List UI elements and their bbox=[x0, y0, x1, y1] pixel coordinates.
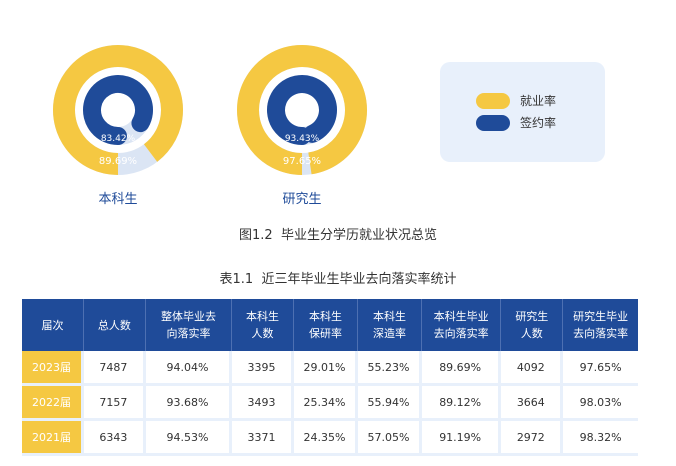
chart-legend: 就业率 签约率 bbox=[440, 62, 605, 162]
employment-rate-label: 89.69% bbox=[99, 156, 137, 167]
table-cell: 94.53% bbox=[145, 421, 233, 456]
table-cell: 89.69% bbox=[422, 351, 502, 386]
table-header-cell: 本科生 人数 bbox=[232, 299, 294, 351]
table-cell: 94.04% bbox=[145, 351, 233, 386]
legend-item-signing: 签约率 bbox=[476, 114, 556, 131]
legend-swatch-employment bbox=[476, 92, 510, 109]
table-cell: 3395 bbox=[232, 351, 294, 386]
donut-title-graduate: 研究生 bbox=[282, 192, 322, 207]
table-cell: 97.65% bbox=[563, 351, 638, 386]
employment-arc bbox=[237, 45, 367, 175]
table-cell-year: 2021届 bbox=[22, 421, 84, 456]
table-row: 2023届 7487 94.04% 3395 29.01% 55.23% 89.… bbox=[22, 351, 638, 386]
table-row: 2022届 7157 93.68% 3493 25.34% 55.94% 89.… bbox=[22, 386, 638, 421]
table-cell: 3493 bbox=[232, 386, 294, 421]
figure-caption: 图1.2 毕业生分学历就业状况总览 bbox=[239, 228, 437, 243]
signing-rate-label: 83.42% bbox=[101, 134, 136, 144]
table-header-cell: 研究生毕业 去向落实率 bbox=[563, 299, 638, 351]
table-header-cell: 研究生 人数 bbox=[501, 299, 564, 351]
signing-rate-label: 93.43% bbox=[285, 134, 320, 144]
employment-rate-label: 97.65% bbox=[283, 156, 321, 167]
table-header-row: 届次 总人数 整体毕业去 向落实率 本科生 人数 本科生 保研率 本科生 深造率… bbox=[22, 299, 638, 351]
donut-svg-graduate: 93.43% 97.65% bbox=[237, 45, 367, 175]
table-cell: 4092 bbox=[501, 351, 564, 386]
table-header-cell: 届次 bbox=[22, 299, 84, 351]
table-cell: 3664 bbox=[501, 386, 564, 421]
table-cell: 2972 bbox=[501, 421, 564, 456]
table-cell: 55.23% bbox=[357, 351, 422, 386]
donut-chart-graduate: 93.43% 97.65% bbox=[232, 40, 372, 180]
table-cell: 98.32% bbox=[563, 421, 638, 456]
table-header-cell: 本科生 深造率 bbox=[357, 299, 422, 351]
signing-arc bbox=[267, 75, 337, 145]
statistics-table: 届次 总人数 整体毕业去 向落实率 本科生 人数 本科生 保研率 本科生 深造率… bbox=[22, 299, 638, 456]
table-cell: 3371 bbox=[232, 421, 294, 456]
donut-title-undergraduate: 本科生 bbox=[98, 192, 138, 207]
table-cell: 7157 bbox=[83, 386, 146, 421]
table-cell: 98.03% bbox=[563, 386, 638, 421]
table-cell: 29.01% bbox=[293, 351, 358, 386]
legend-label-signing: 签约率 bbox=[520, 116, 557, 130]
table-cell-year: 2023届 bbox=[22, 351, 84, 386]
table-cell: 89.12% bbox=[422, 386, 502, 421]
table-header-cell: 整体毕业去 向落实率 bbox=[145, 299, 233, 351]
donut-chart-undergraduate: 83.42% 89.69% bbox=[48, 40, 188, 180]
table-cell: 93.68% bbox=[145, 386, 233, 421]
table-cell: 7487 bbox=[83, 351, 146, 386]
table-header-cell: 总人数 bbox=[83, 299, 146, 351]
legend-item-employment: 就业率 bbox=[476, 92, 556, 109]
table-cell: 24.35% bbox=[293, 421, 358, 456]
table-row: 2021届 6343 94.53% 3371 24.35% 57.05% 91.… bbox=[22, 421, 638, 456]
table-cell-year: 2022届 bbox=[22, 386, 84, 421]
table-header-cell: 本科生毕业 去向落实率 bbox=[422, 299, 502, 351]
legend-label-employment: 就业率 bbox=[520, 94, 557, 108]
table-cell: 57.05% bbox=[357, 421, 422, 456]
table-header-cell: 本科生 保研率 bbox=[293, 299, 358, 351]
donut-svg-undergraduate: 83.42% 89.69% bbox=[53, 45, 183, 175]
table-cell: 55.94% bbox=[357, 386, 422, 421]
table-cell: 91.19% bbox=[422, 421, 502, 456]
legend-swatch-signing bbox=[476, 114, 510, 131]
table-caption: 表1.1 近三年毕业生毕业去向落实率统计 bbox=[219, 272, 457, 287]
employment-arc bbox=[53, 45, 183, 175]
signing-arc bbox=[83, 75, 153, 145]
table-cell: 25.34% bbox=[293, 386, 358, 421]
table-cell: 6343 bbox=[83, 421, 146, 456]
